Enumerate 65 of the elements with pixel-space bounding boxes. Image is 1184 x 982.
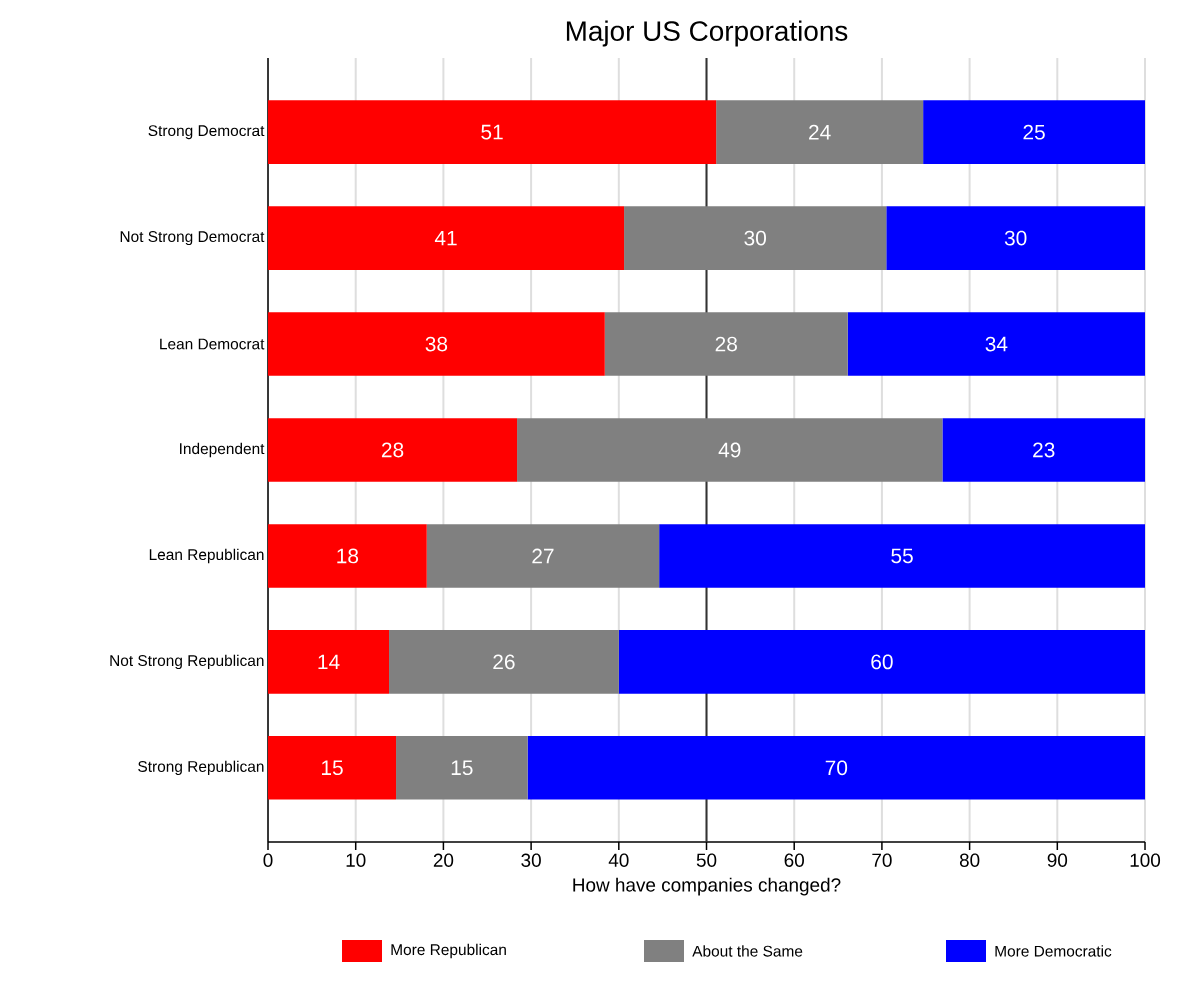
data-label: 23 — [1033, 442, 1055, 458]
x-tick-label: 70 — [872, 853, 892, 867]
data-label: 60 — [871, 654, 893, 670]
bar — [716, 100, 924, 164]
bar — [527, 736, 1146, 800]
x-axis-title: How have companies changed? — [573, 877, 841, 896]
data-label: 30 — [744, 230, 766, 246]
data-label: 30 — [1004, 230, 1027, 246]
data-label: 26 — [493, 654, 515, 670]
bar — [268, 736, 397, 800]
data-label: 55 — [891, 548, 913, 564]
data-label: 38 — [425, 336, 448, 352]
bar — [268, 100, 717, 164]
x-tick-label: 50 — [696, 853, 717, 867]
bar — [604, 312, 848, 376]
bar — [618, 630, 1146, 694]
data-label: 51 — [481, 124, 503, 140]
x-tick-label: 80 — [959, 853, 980, 867]
data-label: 28 — [381, 442, 404, 458]
x-tick-label: 40 — [608, 853, 629, 867]
y-tick-label: Strong Republican — [138, 760, 264, 776]
legend-label: More Democratic — [995, 945, 1112, 957]
bar — [517, 418, 943, 482]
bar — [942, 418, 1146, 482]
bar — [268, 418, 518, 482]
bar — [268, 630, 390, 694]
data-label: 18 — [337, 548, 359, 564]
bar — [624, 206, 887, 270]
data-label: 24 — [809, 124, 831, 140]
y-tick-label: Lean Democrat — [160, 338, 265, 350]
bar — [396, 736, 528, 800]
chart-title: Major US Corporations — [566, 20, 848, 47]
bar — [268, 524, 427, 588]
data-label: 15 — [321, 760, 343, 776]
data-label: 34 — [985, 336, 1008, 352]
y-tick-label: Lean Republican — [149, 548, 264, 564]
legend-label: About the Same — [692, 945, 803, 957]
bar — [659, 524, 1146, 588]
data-label: 28 — [715, 336, 737, 352]
y-tick-label: Not Strong Republican — [110, 654, 264, 670]
data-label: 15 — [451, 760, 473, 776]
x-tick-label: 0 — [263, 853, 273, 867]
y-tick-label: Strong Democrat — [148, 125, 265, 140]
legend-label: More Republican — [391, 943, 506, 959]
x-tick-label: 20 — [433, 853, 454, 867]
bar — [268, 312, 605, 376]
data-label: 49 — [718, 442, 741, 458]
x-tick-label: 30 — [521, 853, 541, 867]
bar — [389, 630, 619, 694]
data-label: 70 — [825, 760, 848, 776]
bar — [426, 524, 660, 588]
data-label: 25 — [1023, 124, 1045, 140]
data-label: 14 — [318, 654, 340, 670]
bar — [268, 206, 625, 270]
bar — [923, 100, 1146, 164]
x-tick-label: 10 — [346, 853, 366, 867]
y-tick-label: Independent — [180, 442, 265, 458]
x-tick-label: 100 — [1130, 853, 1161, 867]
data-label: 27 — [532, 548, 554, 564]
bar — [886, 206, 1146, 270]
x-tick-label: 60 — [784, 853, 804, 867]
y-tick-label: Not Strong Democrat — [120, 231, 265, 246]
bar — [847, 312, 1146, 376]
x-tick-label: 90 — [1047, 853, 1068, 867]
data-label: 41 — [434, 230, 457, 246]
